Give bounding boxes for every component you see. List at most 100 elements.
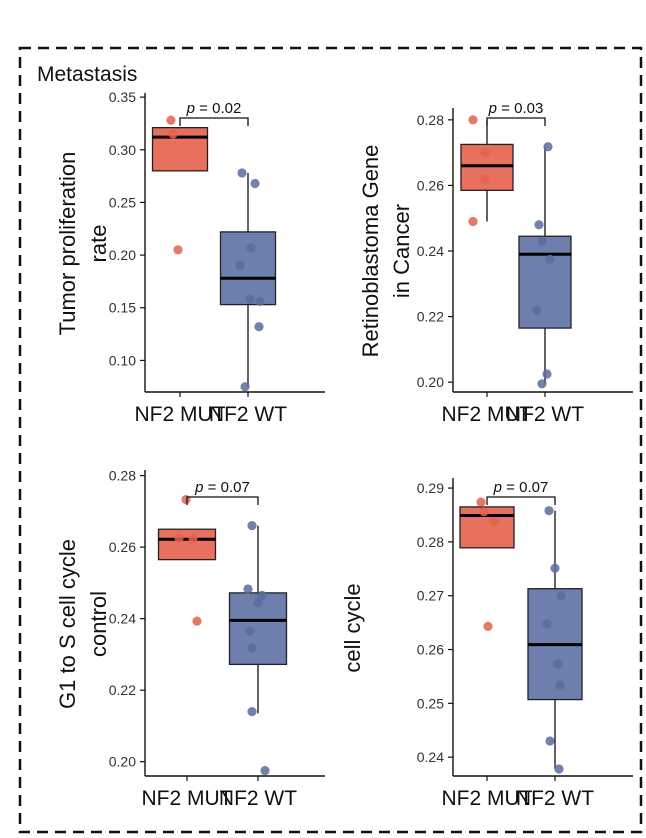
- x-category-label: NF2 MUT: [442, 403, 533, 426]
- data-point: [479, 507, 489, 517]
- y-tick-label: 0.28: [417, 534, 444, 550]
- data-point: [181, 494, 191, 505]
- x-category-label: NF2 WT: [219, 787, 297, 810]
- data-point: [255, 296, 265, 307]
- data-point: [246, 243, 256, 253]
- y-tick-label: 0.28: [417, 112, 444, 128]
- data-point: [534, 220, 544, 230]
- pvalue-label: p = 0.07: [493, 479, 549, 496]
- dashed-frame: [18, 46, 643, 834]
- y-axis-label: G1 to S cell cycle: [55, 539, 80, 709]
- box-mut: [151, 115, 209, 255]
- y-axis-label: Tumor proliferation: [55, 152, 80, 336]
- data-point: [174, 533, 184, 543]
- data-point: [257, 590, 267, 600]
- pvalue-bracket: [179, 117, 249, 126]
- panel-3: 0.28 0.26 0.24 0.22 0.20 G1 to S cell cycle co…: [55, 468, 325, 810]
- data-point: [247, 521, 257, 531]
- data-point: [545, 254, 555, 264]
- y-tick-label: 0.25: [417, 695, 444, 711]
- y-axis-label: cell cycle: [340, 583, 365, 672]
- pvalue-label: p = 0.02: [186, 100, 242, 117]
- y-tick-label: 0.10: [109, 352, 136, 368]
- data-point: [245, 626, 255, 636]
- data-point: [555, 680, 565, 690]
- box-wt: [527, 506, 583, 774]
- data-point: [253, 597, 263, 608]
- y-tick-label: 0.30: [109, 142, 136, 158]
- data-point: [542, 369, 552, 379]
- data-point: [483, 621, 493, 631]
- y-tick-label: 0.24: [109, 611, 136, 627]
- data-point: [542, 619, 552, 629]
- data-point: [468, 115, 478, 125]
- figure-title: Metastasis: [37, 63, 137, 86]
- y-tick-label: 0.26: [109, 539, 136, 555]
- data-point: [245, 294, 255, 304]
- data-point: [188, 534, 198, 544]
- data-point: [480, 174, 490, 184]
- box-wt: [518, 142, 572, 389]
- x-category-label: NF2 MUT: [135, 403, 226, 426]
- data-point: [537, 236, 547, 246]
- y-axis-label: Retinoblastoma Gene: [358, 145, 383, 358]
- data-point: [468, 216, 478, 227]
- data-point: [243, 584, 253, 594]
- box-body: [518, 235, 572, 329]
- pvalue-bracket: [186, 496, 259, 505]
- y-axis-label-line2: rate: [86, 225, 111, 263]
- y-axis-label-line2: control: [86, 591, 111, 657]
- box-body: [151, 126, 209, 172]
- data-point: [247, 707, 257, 717]
- panel-2: 0.28 0.26 0.24 0.22 0.20 Retinoblastoma Gene i…: [358, 100, 633, 426]
- y-tick-label: 0.29: [417, 480, 444, 496]
- data-point: [476, 497, 486, 507]
- pvalue-bracket: [486, 117, 546, 126]
- box-mut: [460, 115, 514, 227]
- data-point: [173, 245, 183, 255]
- data-point: [237, 168, 247, 178]
- data-point: [556, 591, 566, 601]
- data-point: [247, 643, 257, 653]
- y-tick-label: 0.27: [417, 588, 444, 604]
- y-tick-label: 0.20: [109, 754, 136, 770]
- data-point: [545, 736, 555, 746]
- data-point: [192, 616, 202, 626]
- data-point: [166, 115, 176, 125]
- y-tick-label: 0.26: [417, 642, 444, 658]
- data-point: [532, 305, 542, 315]
- y-tick-label: 0.26: [417, 177, 444, 193]
- y-tick-label: 0.15: [109, 300, 136, 316]
- pvalue-label: p = 0.03: [488, 100, 544, 117]
- box-wt: [219, 168, 277, 392]
- data-point: [260, 766, 270, 776]
- data-point: [544, 506, 554, 516]
- box-body: [219, 231, 277, 306]
- panel-1: 0.35 0.30 0.25 0.20 0.15 0.10 Tumor proliferat…: [55, 89, 325, 426]
- data-point: [235, 261, 245, 271]
- panel-4: 0.29 0.28 0.27 0.26 0.25 0.24 cell cycle NF2 MU…: [340, 478, 633, 810]
- y-tick-label: 0.22: [109, 682, 136, 698]
- box-wt: [228, 521, 288, 776]
- data-point: [480, 148, 490, 158]
- x-category-label: NF2 WT: [209, 403, 287, 426]
- data-point: [250, 178, 260, 189]
- x-category-label: NF2 WT: [516, 787, 594, 810]
- y-tick-label: 0.28: [109, 468, 136, 484]
- data-point: [489, 516, 499, 527]
- x-category-label: NF2 WT: [506, 403, 584, 426]
- y-tick-label: 0.24: [417, 749, 444, 765]
- y-tick-label: 0.24: [417, 243, 444, 259]
- y-tick-label: 0.20: [109, 247, 136, 263]
- y-tick-label: 0.35: [109, 89, 136, 105]
- y-tick-label: 0.25: [109, 194, 136, 210]
- data-point: [537, 379, 547, 389]
- data-point: [543, 142, 553, 152]
- pvalue-label: p = 0.07: [194, 479, 250, 496]
- pvalue-bracket: [486, 496, 556, 505]
- data-point: [554, 764, 564, 774]
- data-point: [240, 382, 250, 392]
- x-category-label: NF2 MUT: [142, 787, 233, 810]
- y-tick-label: 0.20: [417, 374, 444, 390]
- data-point: [254, 322, 264, 332]
